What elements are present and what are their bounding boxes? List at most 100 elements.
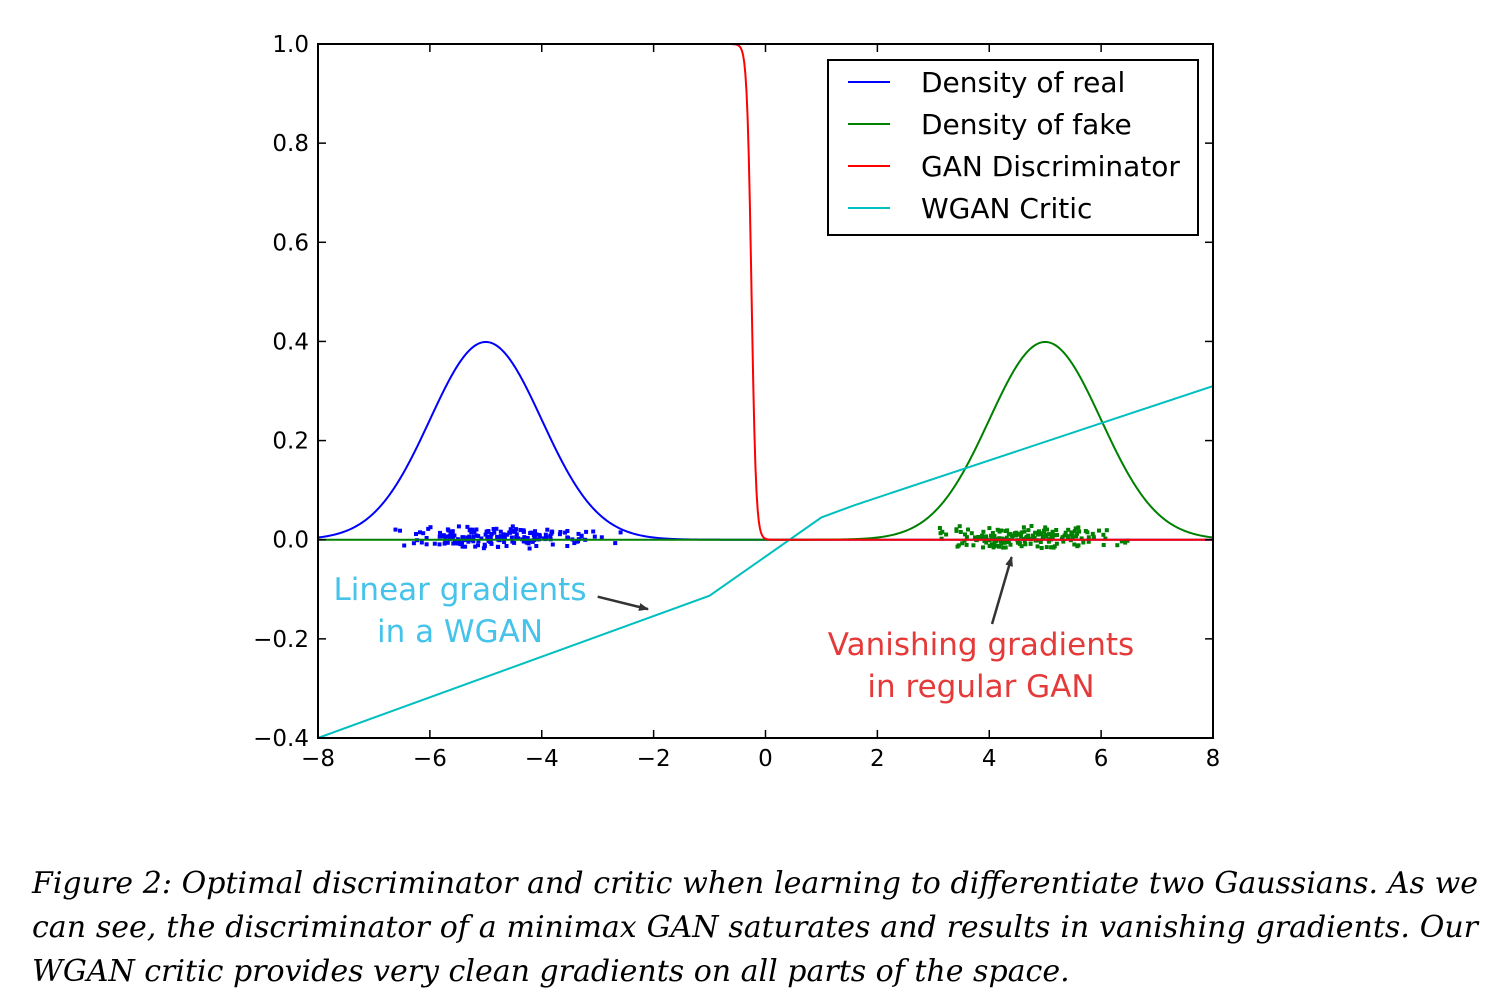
scatter-point-fake <box>1046 539 1051 544</box>
series-line-density-of-fake <box>318 340 1213 541</box>
scatter-point-real <box>450 529 455 534</box>
scatter-point-fake <box>956 543 961 548</box>
legend-label: Density of fake <box>921 108 1132 141</box>
scatter-point-fake <box>973 535 977 540</box>
scatter-point-real <box>504 544 509 548</box>
scatter-point-real <box>476 539 481 544</box>
scatter-point-real <box>501 533 506 538</box>
scatter-point-real <box>531 533 536 538</box>
scatter-point-real <box>428 525 433 530</box>
scatter-point-fake <box>954 528 959 533</box>
scatter-point-fake <box>1079 536 1084 541</box>
scatter-point-fake <box>1024 535 1029 540</box>
scatter-point-real <box>486 536 490 541</box>
scatter-point-real <box>544 535 549 540</box>
scatter-point-real <box>402 543 407 548</box>
annotation-arrow <box>990 556 1013 625</box>
scatter-point-fake <box>1003 529 1008 533</box>
scatter-point-fake <box>939 536 944 541</box>
scatter-point-fake <box>1074 534 1079 539</box>
scatter-point-real <box>541 536 546 541</box>
scatter-point-fake <box>1073 526 1078 531</box>
legend-box <box>827 59 1199 236</box>
scatter-point-real <box>558 530 563 534</box>
scatter-point-real <box>418 530 422 535</box>
scatter-point-fake <box>1015 540 1020 545</box>
scatter-point-real <box>451 541 456 546</box>
scatter-point-real <box>591 529 596 534</box>
scatter-point-fake <box>1032 535 1037 540</box>
scatter-point-fake <box>1008 542 1013 547</box>
scatter-point-fake <box>1066 527 1071 532</box>
scatter-point-real <box>529 530 534 535</box>
scatter-point-fake <box>1006 540 1011 545</box>
chart: −8 −6 −4 −2 0 2 4 6 81.00.80.60.40.20.0−0.2−0.4 … <box>253 32 1220 772</box>
scatter-point-real <box>557 532 562 537</box>
scatter-point-fake <box>1026 528 1031 533</box>
scatter-point-fake <box>960 541 965 546</box>
scatter-point-real <box>505 532 510 537</box>
scatter-point-real <box>460 544 465 549</box>
scatter-point-fake <box>958 530 963 534</box>
scatter-point-real <box>572 541 577 546</box>
scatter-point-real <box>471 539 476 544</box>
scatter-point-fake <box>992 535 997 540</box>
scatter-point-fake <box>1086 539 1091 544</box>
scatter-point-fake <box>962 538 967 543</box>
scatter-point-fake <box>1043 532 1048 537</box>
scatter-point-fake <box>1037 532 1042 537</box>
scatter-point-fake <box>1042 529 1047 534</box>
y-tick-label: 0.8 <box>272 131 309 157</box>
annotation-text: Vanishing gradients <box>828 627 1134 663</box>
x-tick-label: −4 <box>525 746 559 772</box>
scatter-point-real <box>460 540 464 545</box>
scatter-point-real <box>537 534 542 539</box>
scatter-point-fake <box>1033 530 1038 535</box>
scatter-point-fake <box>1069 530 1074 535</box>
scatter-point-real <box>476 543 480 548</box>
scatter-point-real <box>494 526 499 531</box>
scatter-point-fake <box>992 543 997 548</box>
scatter-point-fake <box>1086 535 1091 540</box>
scatter-point-fake <box>1002 540 1007 545</box>
scatter-point-fake <box>995 543 1000 548</box>
scatter-point-fake <box>1051 545 1056 550</box>
scatter-point-real <box>456 524 461 529</box>
scatter-point-fake <box>980 535 985 539</box>
scatter-point-real <box>438 530 442 535</box>
y-tick-label: −0.2 <box>253 627 309 653</box>
scatter-point-fake <box>987 526 992 531</box>
scatter-point-fake <box>966 527 970 532</box>
scatter-point-real <box>579 533 584 538</box>
scatter-point-real <box>465 524 470 529</box>
scatter-point-fake <box>1077 529 1082 534</box>
scatter-point-real <box>563 530 568 535</box>
scatter-point-fake <box>991 545 996 550</box>
annotation-arrow <box>597 595 650 611</box>
scatter-point-real <box>496 545 501 549</box>
scatter-point-real <box>393 527 398 532</box>
scatter-point-fake <box>984 536 989 541</box>
scatter-point-real <box>419 540 424 545</box>
scatter-point-fake <box>940 529 945 534</box>
x-tick-label: 0 <box>758 746 773 772</box>
scatter-point-real <box>474 527 479 532</box>
annotation-text: Linear gradients <box>334 572 587 608</box>
scatter-point-fake <box>1050 535 1055 540</box>
scatter-point-real <box>424 536 429 540</box>
scatter-point-fake <box>1030 536 1035 541</box>
scatter-point-fake <box>1050 529 1055 534</box>
scatter-point-fake <box>1063 530 1068 535</box>
y-tick-label: 0.2 <box>272 429 309 455</box>
scatter-point-real <box>576 531 581 536</box>
scatter-point-real <box>486 538 491 543</box>
scatter-point-fake <box>1075 544 1080 549</box>
y-tick-label: 0.0 <box>272 528 309 554</box>
scatter-point-real <box>514 527 519 532</box>
y-tick-label: −0.4 <box>253 726 309 752</box>
scatter-point-real <box>414 532 418 536</box>
scatter-point-real <box>489 532 494 537</box>
scatter-point-real <box>471 534 476 539</box>
scatter-point-fake <box>1104 528 1109 533</box>
scatter-point-fake <box>1070 535 1075 540</box>
